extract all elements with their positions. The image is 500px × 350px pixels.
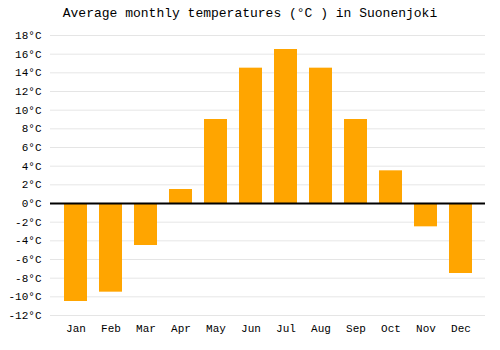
svg-text:-12°C: -12°C xyxy=(8,310,41,322)
svg-text:14°C: 14°C xyxy=(15,67,42,79)
svg-text:Nov: Nov xyxy=(416,323,436,335)
svg-text:Dec: Dec xyxy=(451,323,471,335)
svg-text:2°C: 2°C xyxy=(22,179,42,191)
svg-text:Feb: Feb xyxy=(101,323,121,335)
svg-text:0°C: 0°C xyxy=(22,198,42,210)
svg-text:Jan: Jan xyxy=(66,323,86,335)
svg-text:-8°C: -8°C xyxy=(15,273,42,285)
svg-text:-4°C: -4°C xyxy=(15,235,42,247)
svg-text:-2°C: -2°C xyxy=(15,217,42,229)
svg-text:12°C: 12°C xyxy=(15,86,42,98)
svg-text:8°C: 8°C xyxy=(22,123,42,135)
svg-text:Jul: Jul xyxy=(276,323,296,335)
svg-text:Mar: Mar xyxy=(136,323,156,335)
svg-text:-6°C: -6°C xyxy=(15,254,42,266)
html-text:Average monthly temperatures (: Average monthly temperatures (°C ) in Su… xyxy=(62,6,438,21)
svg-text:4°C: 4°C xyxy=(22,161,42,173)
svg-text:Aug: Aug xyxy=(311,323,331,335)
svg-text:May: May xyxy=(206,323,226,335)
svg-text:Apr: Apr xyxy=(171,323,191,335)
svg-text:16°C: 16°C xyxy=(15,49,42,61)
svg-text:18°C: 18°C xyxy=(15,30,42,42)
svg-text:Oct: Oct xyxy=(381,323,401,335)
svg-text:6°C: 6°C xyxy=(22,142,42,154)
svg-text:Jun: Jun xyxy=(241,323,261,335)
svg-text:-10°C: -10°C xyxy=(8,291,41,303)
svg-text:Sep: Sep xyxy=(346,323,366,335)
svg-text:10°C: 10°C xyxy=(15,105,42,117)
